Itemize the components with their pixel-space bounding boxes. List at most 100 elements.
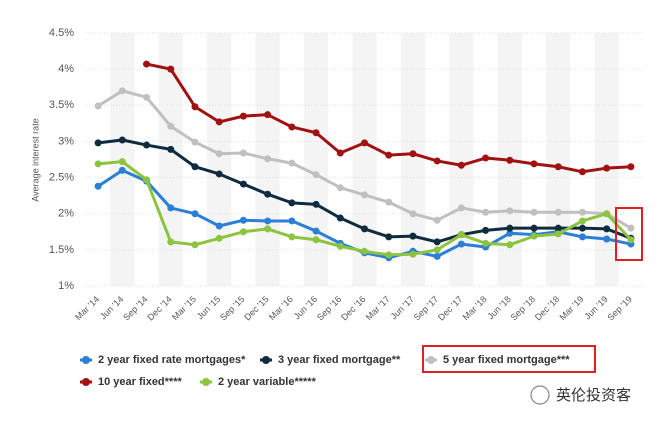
band <box>400 33 426 286</box>
point <box>578 208 586 216</box>
x-tick-label: Mar '16 <box>267 294 295 322</box>
point <box>312 200 320 208</box>
point <box>627 163 635 171</box>
point <box>433 246 441 254</box>
point <box>361 139 368 147</box>
x-tick-label: Dec '15 <box>242 294 270 322</box>
band <box>303 33 329 286</box>
point <box>215 170 223 178</box>
point <box>530 208 538 216</box>
x-tick-label: Jun '16 <box>292 294 319 321</box>
point <box>603 164 611 172</box>
point <box>530 224 538 232</box>
legend-marker <box>427 356 435 364</box>
legend-marker <box>82 356 90 364</box>
point <box>288 217 296 225</box>
point <box>627 224 635 232</box>
point <box>409 250 417 258</box>
point <box>482 226 490 234</box>
legend-marker <box>82 378 90 386</box>
point <box>385 251 393 259</box>
point <box>264 225 272 233</box>
point <box>578 224 586 232</box>
point <box>385 233 393 241</box>
point <box>433 216 441 224</box>
point <box>312 171 320 179</box>
x-tick-label: Dec '17 <box>436 294 464 322</box>
point <box>312 227 320 235</box>
point <box>94 160 102 168</box>
highlight-box <box>615 207 643 261</box>
band <box>207 33 232 286</box>
point <box>312 236 320 244</box>
point <box>506 207 514 215</box>
point <box>118 136 126 144</box>
x-tick-label: Mar '15 <box>170 294 198 322</box>
point <box>167 238 175 246</box>
point <box>530 232 538 240</box>
x-tick-label: Sep '18 <box>509 294 537 322</box>
point <box>385 198 393 206</box>
point <box>457 231 465 239</box>
point <box>288 233 296 241</box>
point <box>603 210 611 218</box>
point <box>361 225 368 233</box>
point <box>239 228 247 236</box>
y-tick-label: 4% <box>58 63 74 75</box>
x-tick-label: Sep '15 <box>218 294 246 322</box>
x-tick-label: Jun '19 <box>582 294 609 321</box>
point <box>482 154 490 162</box>
legend-label: 3 year fixed mortgage** <box>278 354 401 366</box>
point <box>215 118 223 126</box>
point <box>143 93 151 101</box>
point <box>433 238 441 246</box>
point <box>264 190 272 198</box>
point <box>191 103 199 111</box>
point <box>530 160 538 168</box>
point <box>457 161 465 169</box>
y-tick-label: 3% <box>58 135 74 147</box>
watermark: 英伦投资客 <box>556 386 631 404</box>
point <box>361 247 368 255</box>
point <box>603 225 611 233</box>
point <box>167 145 175 153</box>
point <box>433 252 441 260</box>
point <box>191 241 199 249</box>
y-tick-label: 2% <box>58 208 74 220</box>
legend-marker <box>202 378 210 386</box>
x-tick-label: Dec '16 <box>339 294 367 322</box>
point <box>239 216 247 224</box>
point <box>143 141 151 149</box>
y-tick-label: 1.5% <box>49 244 74 256</box>
x-tick-label: Mar '19 <box>557 294 585 322</box>
point <box>191 210 199 218</box>
x-tick-label: Mar '18 <box>461 294 489 322</box>
point <box>191 138 199 146</box>
point <box>239 112 247 120</box>
legend-label: 2 year variable***** <box>218 376 317 388</box>
point <box>264 217 272 225</box>
point <box>288 199 296 207</box>
x-tick-label: Jun '18 <box>485 294 512 321</box>
point <box>118 87 126 95</box>
x-tick-label: Sep '16 <box>315 294 343 322</box>
x-tick-label: Sep '19 <box>606 294 634 322</box>
y-tick-label: 4.5% <box>49 27 74 39</box>
band <box>352 33 377 286</box>
point <box>143 60 151 68</box>
point <box>336 184 344 192</box>
point <box>336 149 344 157</box>
point <box>457 204 465 212</box>
band <box>594 33 619 286</box>
point <box>578 217 586 225</box>
point <box>94 139 102 147</box>
y-axis-label: Average interest rate <box>30 118 40 201</box>
point <box>554 163 562 171</box>
y-tick-label: 1% <box>58 280 74 292</box>
point <box>312 129 320 137</box>
point <box>554 208 562 216</box>
legend-label: 5 year fixed mortgage*** <box>443 354 570 366</box>
point <box>482 208 490 216</box>
point <box>215 150 223 158</box>
point <box>409 150 417 158</box>
